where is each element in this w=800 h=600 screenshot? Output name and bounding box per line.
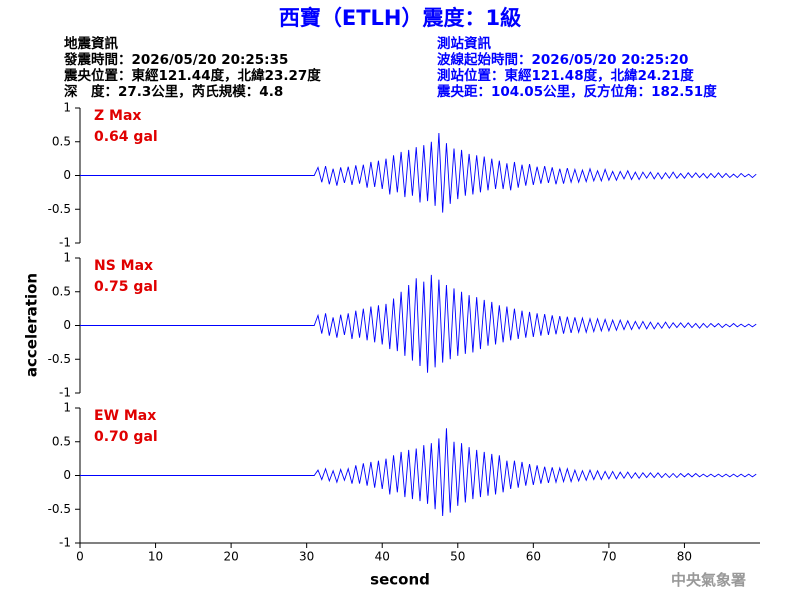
x-tick-label: 50 [450, 550, 465, 564]
chart-title: 西寶（ETLH）震度：1級 [279, 6, 521, 30]
y-tick-label: -1 [59, 236, 71, 250]
y-tick-label: 0 [63, 468, 71, 482]
x-tick-label: 80 [677, 550, 692, 564]
x-tick-label: 20 [223, 550, 238, 564]
y-tick-label: 0.5 [52, 284, 71, 298]
quake-info: 震央位置：東經121.44度，北緯23.27度 [63, 67, 321, 84]
quake-info: 地震資訊 [64, 35, 118, 52]
y-tick-label: 1 [63, 251, 71, 265]
quake-info: 深 度：27.3公里，芮氏規模：4.8 [64, 83, 283, 100]
waveform [80, 428, 757, 517]
y-tick-label: -1 [59, 536, 71, 550]
station-info: 震央距：104.05公里，反方位角：182.51度 [436, 83, 717, 100]
y-tick-label: 0 [63, 168, 71, 182]
y-tick-label: 0 [63, 318, 71, 332]
station-info: 測站位置：東經121.48度，北緯24.21度 [437, 67, 694, 84]
x-tick-label: 10 [148, 550, 163, 564]
station-info: 測站資訊 [437, 35, 491, 52]
x-tick-label: 0 [76, 550, 84, 564]
x-axis-label: second [370, 571, 430, 589]
x-tick-label: 40 [375, 550, 390, 564]
x-tick-label: 70 [601, 550, 616, 564]
waveform [80, 132, 757, 213]
annotation: EW Max [94, 408, 156, 424]
annotation: NS Max [94, 258, 153, 274]
station-info: 波線起始時間：2026/05/20 20:25:20 [437, 51, 688, 68]
y-tick-label: -1 [59, 386, 71, 400]
footer: 中央氣象署 [671, 571, 746, 589]
y-tick-label: -0.5 [48, 202, 71, 216]
y-axis-label: acceleration [23, 273, 41, 377]
annotation: 0.70 gal [94, 429, 158, 445]
x-tick-label: 30 [299, 550, 314, 564]
y-tick-label: 0.5 [52, 434, 71, 448]
y-tick-label: 1 [63, 101, 71, 115]
y-tick-label: 1 [63, 401, 71, 415]
waveform [80, 274, 757, 373]
annotation: 0.64 gal [94, 129, 158, 145]
y-tick-label: -0.5 [48, 352, 71, 366]
y-tick-label: 0.5 [52, 134, 71, 148]
y-tick-label: -0.5 [48, 502, 71, 516]
x-tick-label: 60 [526, 550, 541, 564]
annotation: Z Max [94, 108, 141, 124]
quake-info: 發震時間：2026/05/20 20:25:35 [63, 51, 288, 68]
annotation: 0.75 gal [94, 279, 158, 295]
